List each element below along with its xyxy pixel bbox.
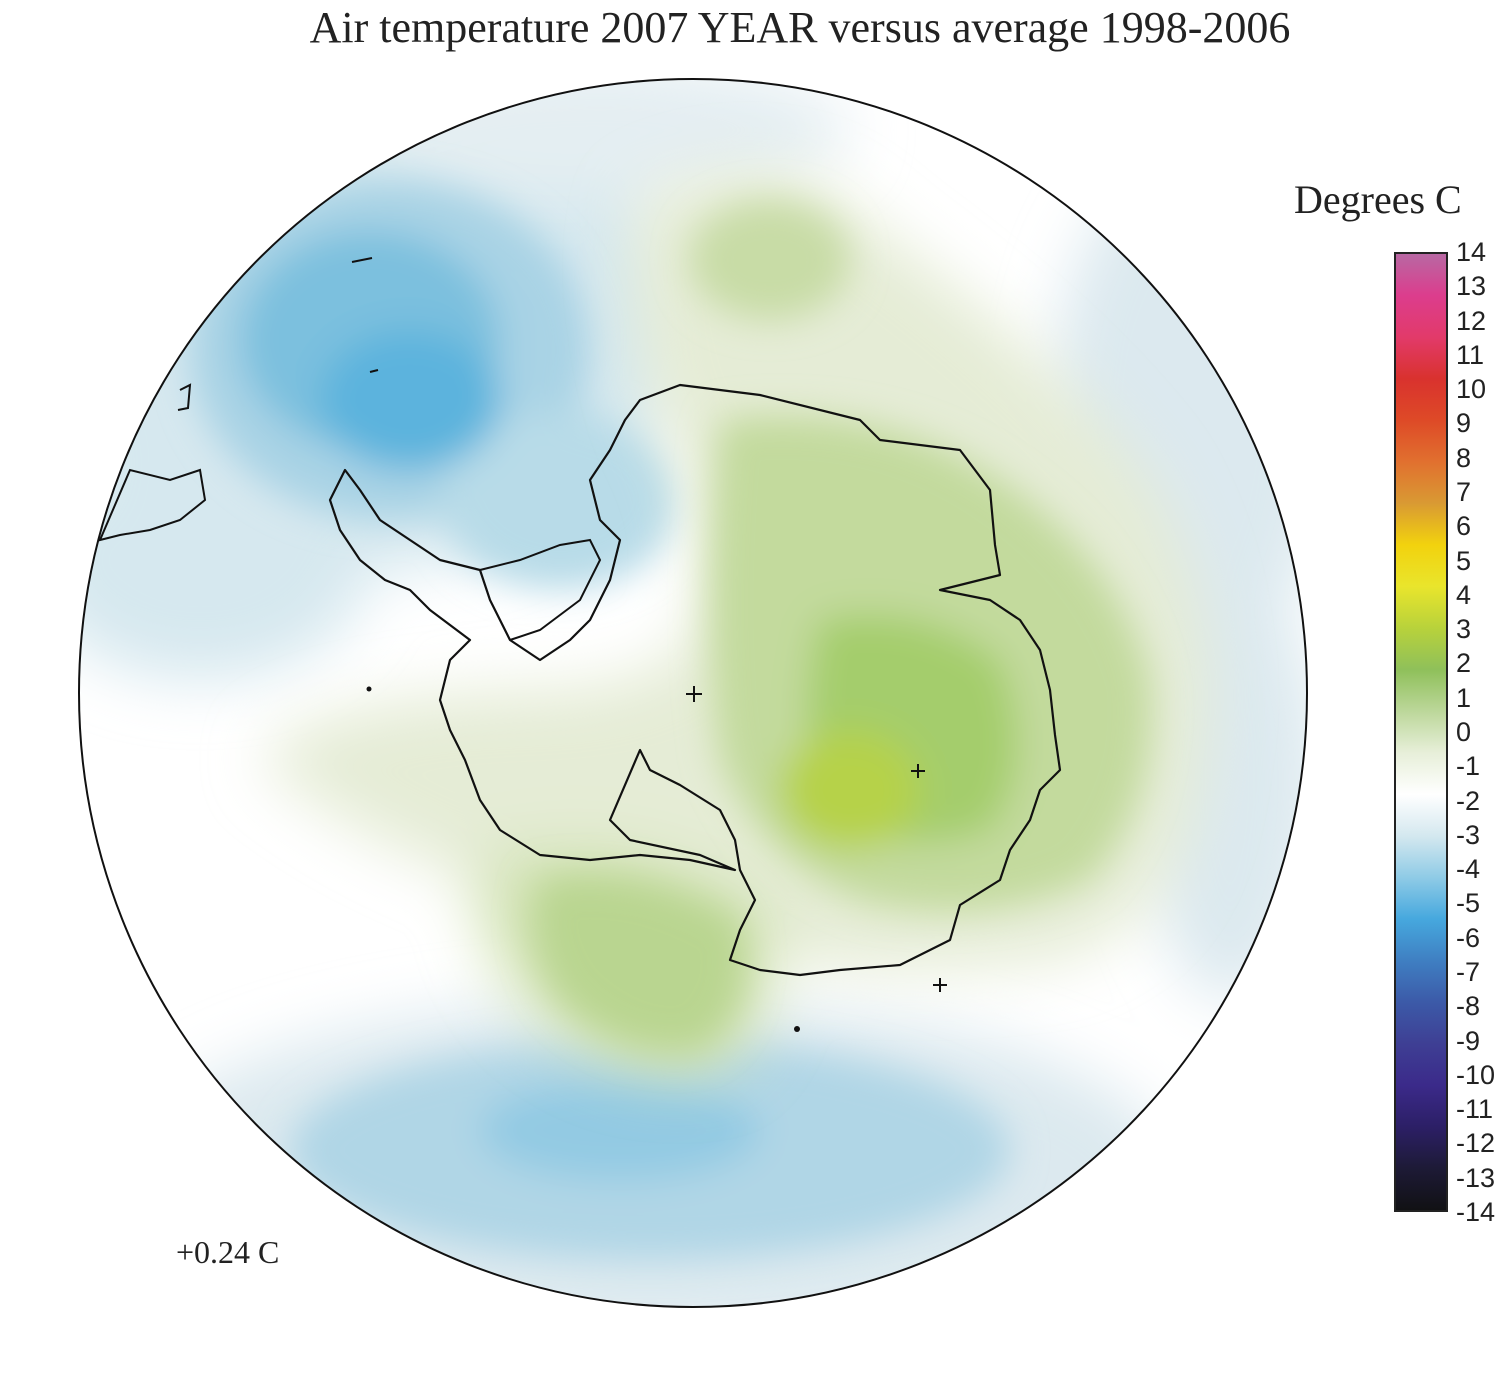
colorbar-tick-label: -8: [1456, 991, 1481, 1022]
colorbar-tick-label: -13: [1456, 1162, 1496, 1193]
colorbar-label: Degrees C: [1294, 177, 1462, 222]
colorbar-tick-label: 6: [1456, 511, 1472, 542]
station-marker: [933, 978, 947, 992]
map-boundary: [78, 78, 1308, 1308]
colorbar-tick-label: -1: [1456, 751, 1481, 782]
colorbar-tick-label: 5: [1456, 545, 1472, 576]
island-dot: [794, 1026, 800, 1032]
island-dot: [366, 686, 372, 692]
colorbar-tick-label: -4: [1456, 854, 1481, 885]
map-title: Air temperature 2007 YEAR versus average…: [309, 3, 1291, 52]
ross-ice-shelf-outline: [479, 538, 602, 641]
pole-marker: [686, 686, 702, 702]
colorbar-tick-label: -3: [1456, 819, 1481, 850]
colorbar-tick-label: -2: [1456, 785, 1481, 816]
station-marker: [911, 764, 925, 778]
colorbar-tick-label: 8: [1456, 442, 1472, 473]
south-america-coastline: [98, 257, 379, 542]
colorbar-tick-label: 12: [1456, 305, 1487, 336]
colorbar-tick-label: -10: [1456, 1059, 1496, 1090]
colorbar-tick-label: 7: [1456, 477, 1472, 507]
colorbar-tick-label: -14: [1456, 1197, 1496, 1227]
colorbar-tick-label: -7: [1456, 957, 1481, 987]
colorbar-tick-label: 0: [1456, 717, 1472, 747]
colorbar-tick-label: 2: [1456, 648, 1472, 679]
global-mean-anomaly: +0.24 C: [176, 1234, 280, 1270]
colorbar-tick-label: -11: [1456, 1094, 1494, 1125]
colorbar-tick-label: 1: [1456, 682, 1472, 713]
colorbar-tick-label: 11: [1456, 339, 1485, 370]
colorbar-tick-label: -12: [1456, 1128, 1496, 1159]
colorbar-tick-label: 9: [1456, 408, 1472, 439]
colorbar: [1394, 252, 1448, 1212]
colorbar-tick-label: -5: [1456, 888, 1481, 919]
colorbar-tick-label: -6: [1456, 922, 1481, 953]
anomaly-field: [79, 79, 1307, 1307]
colorbar-tick-label: 14: [1456, 237, 1487, 267]
colorbar-tick-label: -9: [1456, 1025, 1481, 1056]
colorbar-tick-label: 10: [1456, 374, 1487, 405]
antarctica-coastline: [328, 383, 1062, 977]
colorbar-tick-label: 4: [1456, 579, 1472, 610]
colorbar-tick-label: 13: [1456, 271, 1487, 302]
colorbar-tick-label: 3: [1456, 614, 1472, 645]
